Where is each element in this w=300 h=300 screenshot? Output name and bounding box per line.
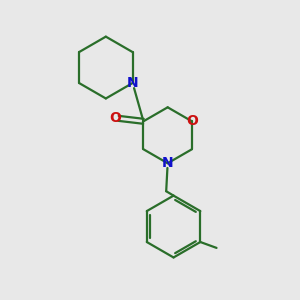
Text: N: N <box>162 156 173 170</box>
Text: O: O <box>186 114 198 128</box>
Text: O: O <box>110 111 122 125</box>
Text: N: N <box>127 76 138 90</box>
